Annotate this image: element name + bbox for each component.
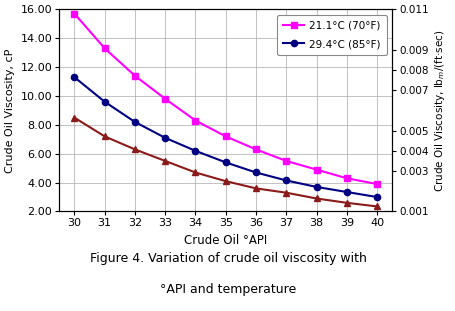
29.4°C (85°F) bbox=[253, 171, 258, 174]
21.1°C (70°F) bbox=[132, 74, 137, 78]
21.1°C (70°F) bbox=[283, 159, 288, 163]
21.1°C (70°F) bbox=[313, 168, 318, 171]
21.1°C (70°F) bbox=[253, 147, 258, 151]
29.4°C (85°F) bbox=[71, 75, 77, 79]
Text: °API and temperature: °API and temperature bbox=[160, 283, 295, 296]
21.1°C (70°F) bbox=[374, 182, 379, 186]
29.4°C (85°F) bbox=[192, 149, 198, 153]
Text: Figure 4. Variation of crude oil viscosity with: Figure 4. Variation of crude oil viscosi… bbox=[89, 252, 366, 265]
29.4°C (85°F) bbox=[283, 179, 288, 182]
29.4°C (85°F) bbox=[222, 160, 228, 164]
Y-axis label: Crude Oil Viscosity, lb$_m$/(ft·sec): Crude Oil Viscosity, lb$_m$/(ft·sec) bbox=[432, 29, 446, 192]
21.1°C (70°F) bbox=[71, 12, 77, 16]
21.1°C (70°F) bbox=[343, 176, 349, 180]
Y-axis label: Crude Oil Viscosity, cP: Crude Oil Viscosity, cP bbox=[5, 48, 15, 173]
29.4°C (85°F) bbox=[162, 136, 167, 140]
29.4°C (85°F) bbox=[313, 185, 318, 189]
X-axis label: Crude Oil °API: Crude Oil °API bbox=[184, 234, 267, 247]
21.1°C (70°F) bbox=[162, 97, 167, 101]
29.4°C (85°F) bbox=[374, 195, 379, 199]
21.1°C (70°F) bbox=[102, 46, 107, 50]
Legend: 21.1°C (70°F), 29.4°C (85°F): 21.1°C (70°F), 29.4°C (85°F) bbox=[276, 15, 386, 55]
Line: 29.4°C (85°F): 29.4°C (85°F) bbox=[71, 74, 379, 200]
29.4°C (85°F) bbox=[102, 100, 107, 104]
29.4°C (85°F) bbox=[343, 190, 349, 194]
29.4°C (85°F) bbox=[132, 120, 137, 124]
Line: 21.1°C (70°F): 21.1°C (70°F) bbox=[71, 11, 379, 187]
21.1°C (70°F) bbox=[192, 118, 198, 122]
21.1°C (70°F) bbox=[222, 135, 228, 138]
